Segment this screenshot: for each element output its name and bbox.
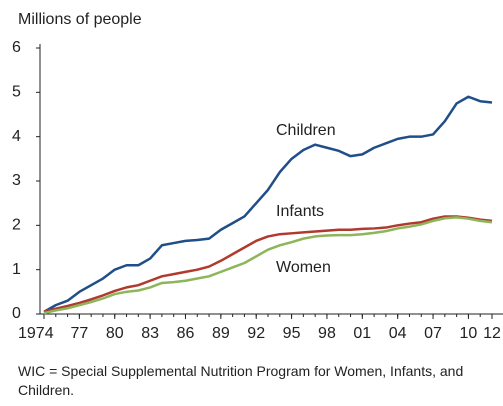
y-tick-label: 1 [12,261,21,278]
y-tick-label: 3 [12,172,21,189]
series-label: Children [276,122,336,139]
x-tick-label: 98 [318,325,336,342]
y-tick-label: 5 [12,84,21,101]
series-label: Women [276,259,331,276]
x-tick-label: 10 [460,325,478,342]
y-tick-label: 4 [12,128,21,145]
x-tick-label: 83 [141,325,159,342]
x-tick-label: 12 [483,325,501,342]
y-tick-label: 2 [12,217,21,234]
series-label: Infants [276,203,324,220]
y-tick-label: 0 [12,305,21,322]
series-line [43,215,493,313]
series-line [43,95,493,313]
x-tick-label: 92 [247,325,265,342]
x-tick-label: 86 [177,325,195,342]
x-tick-label: 07 [424,325,442,342]
x-tick-label: 89 [212,325,230,342]
footnote: WIC = Special Supplemental Nutrition Pro… [18,363,464,398]
y-tick-label: 6 [12,39,21,56]
x-tick-label: 77 [70,325,88,342]
x-tick-label: 04 [389,325,407,342]
y-axis-label: Millions of people [18,11,142,28]
x-tick-label: 1974 [18,325,54,342]
x-tick-label: 80 [106,325,124,342]
x-tick-label: 95 [283,325,301,342]
x-tick-label: 01 [353,325,371,342]
series-line [43,216,493,315]
